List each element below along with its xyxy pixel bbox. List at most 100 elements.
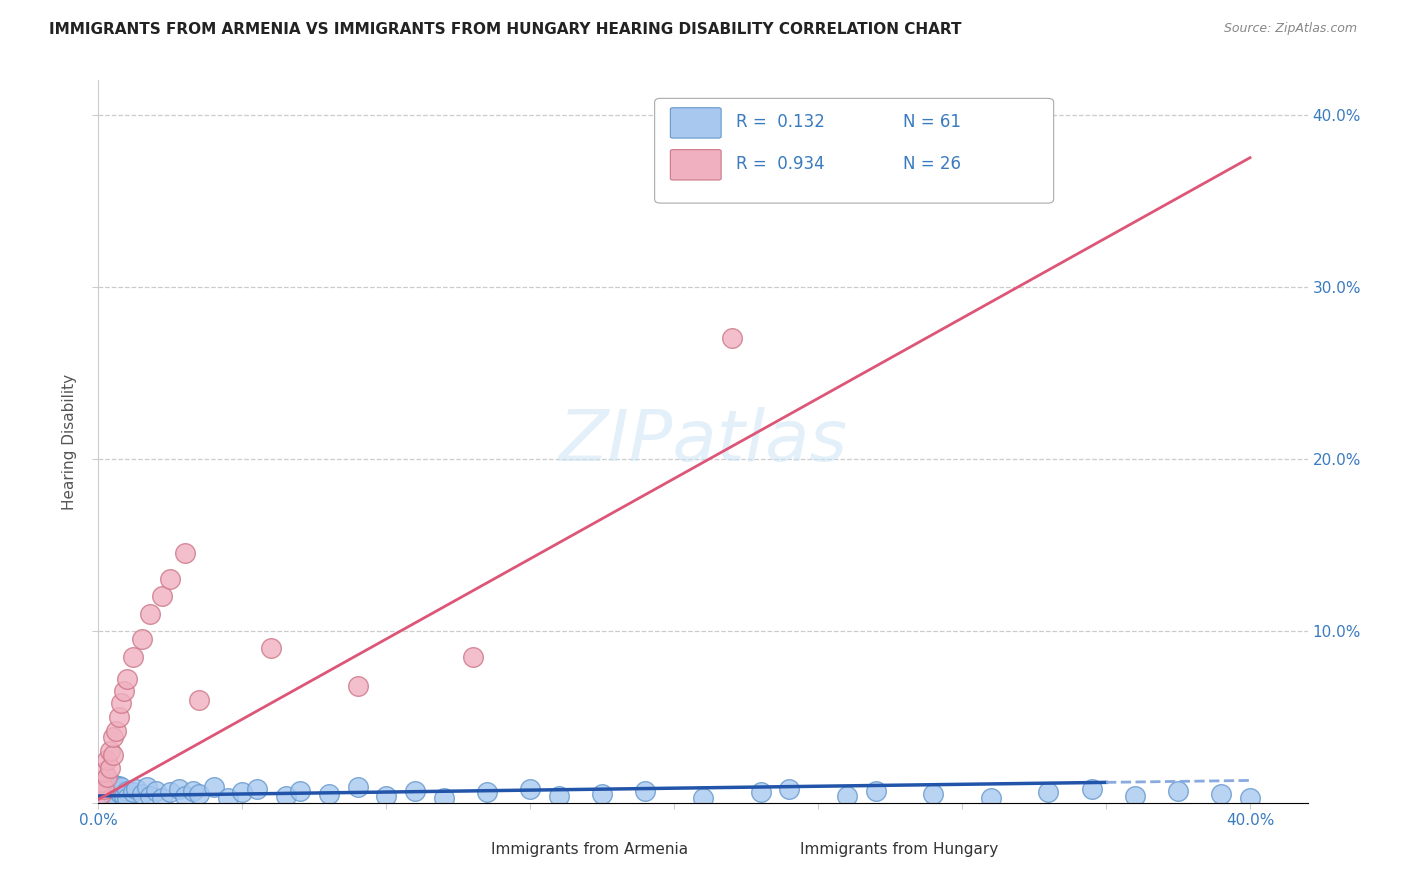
Point	[101, 731, 124, 745]
Point	[1211, 787, 1233, 801]
Point	[375, 789, 398, 803]
Point	[139, 607, 162, 621]
Point	[131, 787, 153, 801]
Point	[115, 784, 138, 798]
Point	[104, 790, 127, 805]
Point	[104, 723, 127, 738]
Point	[145, 784, 167, 798]
Point	[835, 789, 858, 803]
FancyBboxPatch shape	[671, 108, 721, 138]
Point	[1038, 785, 1060, 799]
Point	[115, 672, 138, 686]
Point	[115, 790, 138, 805]
Point	[110, 780, 132, 795]
Point	[90, 787, 112, 801]
Point	[93, 790, 115, 805]
Point	[246, 782, 269, 797]
Point	[188, 787, 211, 801]
Point	[980, 790, 1002, 805]
Point	[1239, 790, 1261, 805]
Text: R =  0.132: R = 0.132	[735, 113, 824, 131]
Point	[125, 782, 148, 797]
Point	[173, 546, 195, 560]
Point	[110, 696, 132, 710]
Text: Immigrants from Armenia: Immigrants from Armenia	[492, 842, 689, 857]
Point	[159, 572, 181, 586]
Point	[98, 785, 121, 799]
Point	[107, 785, 129, 799]
Point	[433, 790, 456, 805]
Point	[150, 790, 173, 805]
Point	[591, 787, 613, 801]
Point	[461, 649, 484, 664]
Point	[346, 679, 368, 693]
Point	[90, 775, 112, 789]
Text: ZIPatlas: ZIPatlas	[558, 407, 848, 476]
Point	[110, 787, 132, 801]
Point	[173, 789, 195, 803]
Point	[107, 710, 129, 724]
FancyBboxPatch shape	[671, 150, 721, 180]
Point	[922, 787, 945, 801]
Point	[96, 770, 118, 784]
Point	[167, 782, 190, 797]
Text: Source: ZipAtlas.com: Source: ZipAtlas.com	[1223, 22, 1357, 36]
Point	[107, 779, 129, 793]
Point	[1167, 784, 1189, 798]
Point	[96, 753, 118, 767]
Point	[188, 692, 211, 706]
Point	[865, 784, 887, 798]
Point	[548, 789, 571, 803]
Point	[183, 784, 205, 798]
Point	[318, 787, 340, 801]
Point	[231, 785, 253, 799]
Point	[93, 782, 115, 797]
Point	[122, 785, 145, 799]
Point	[159, 785, 181, 799]
Point	[217, 790, 239, 805]
Point	[101, 789, 124, 803]
Point	[404, 784, 426, 798]
Point	[96, 789, 118, 803]
Point	[122, 649, 145, 664]
FancyBboxPatch shape	[749, 837, 790, 867]
Point	[778, 782, 800, 797]
Point	[634, 784, 657, 798]
Point	[90, 779, 112, 793]
Point	[90, 787, 112, 801]
FancyBboxPatch shape	[655, 98, 1053, 203]
Point	[104, 782, 127, 797]
Point	[202, 780, 225, 795]
Point	[274, 789, 297, 803]
Text: N = 61: N = 61	[903, 113, 960, 131]
Point	[98, 761, 121, 775]
Point	[131, 632, 153, 647]
Point	[93, 764, 115, 779]
Point	[720, 331, 742, 345]
Point	[260, 640, 283, 655]
Point	[98, 744, 121, 758]
Point	[112, 684, 135, 698]
Point	[93, 782, 115, 797]
Point	[519, 782, 541, 797]
Point	[1123, 789, 1146, 803]
Point	[1080, 782, 1102, 797]
Point	[136, 780, 159, 795]
Text: Immigrants from Hungary: Immigrants from Hungary	[800, 842, 998, 857]
Y-axis label: Hearing Disability: Hearing Disability	[62, 374, 77, 509]
Text: R =  0.934: R = 0.934	[735, 155, 824, 173]
Point	[692, 790, 714, 805]
Text: IMMIGRANTS FROM ARMENIA VS IMMIGRANTS FROM HUNGARY HEARING DISABILITY CORRELATIO: IMMIGRANTS FROM ARMENIA VS IMMIGRANTS FR…	[49, 22, 962, 37]
Point	[150, 590, 173, 604]
Point	[96, 784, 118, 798]
Point	[101, 747, 124, 762]
FancyBboxPatch shape	[440, 837, 482, 867]
Point	[749, 785, 772, 799]
Point	[101, 777, 124, 791]
Point	[139, 789, 162, 803]
Point	[96, 775, 118, 789]
Point	[346, 780, 368, 795]
Point	[475, 785, 498, 799]
Point	[288, 784, 311, 798]
Text: N = 26: N = 26	[903, 155, 960, 173]
